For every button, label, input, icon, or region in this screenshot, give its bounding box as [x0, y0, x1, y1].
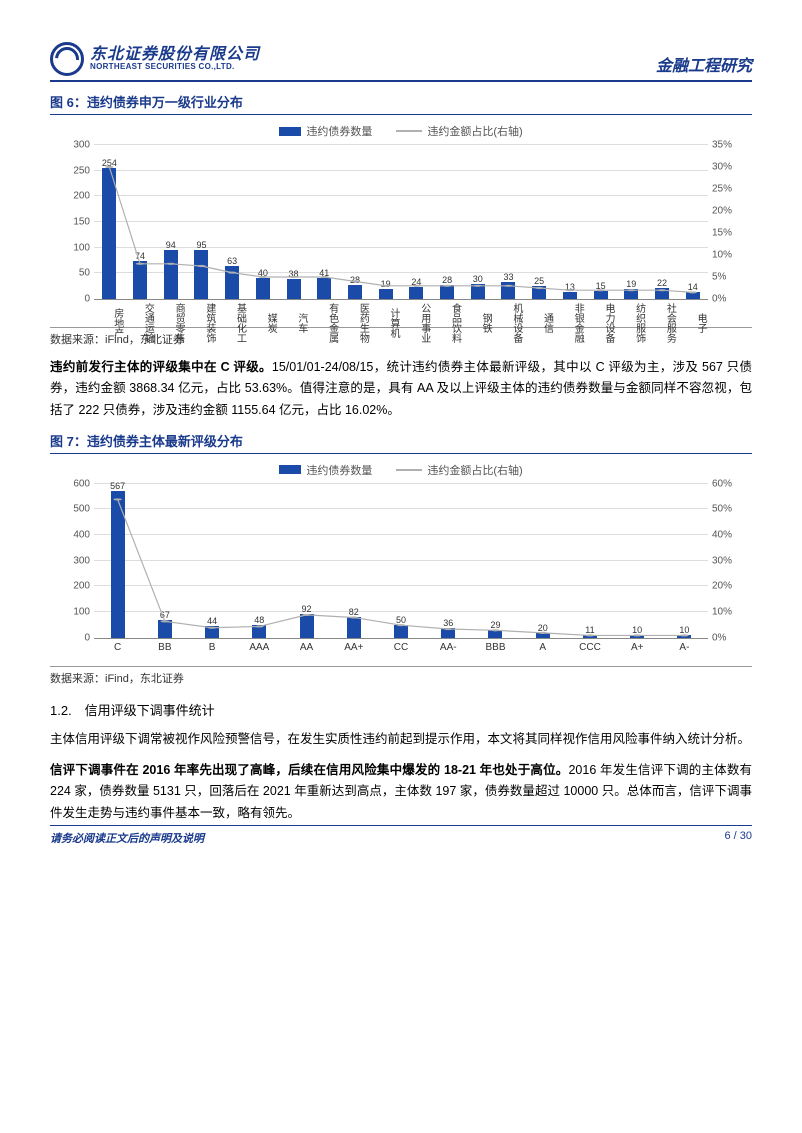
logo-cn-text: 东北证券股份有限公司	[90, 46, 260, 64]
footer-disclaimer: 请务必阅读正文后的声明及说明	[50, 830, 204, 846]
paragraph-3: 信评下调事件在 2016 年率先出现了高峰，后续在信用风险集中爆发的 18-21…	[50, 760, 752, 824]
figure-6-chart: 违约债券数量 违约金额占比(右轴) 0501001502002503000%5%…	[50, 123, 752, 323]
paragraph-1: 违约前发行主体的评级集中在 C 评级。15/01/01-24/08/15，统计违…	[50, 357, 752, 421]
logo: 东北证券股份有限公司 NORTHEAST SECURITIES CO.,LTD.	[50, 42, 260, 76]
legend-bar: 违约债券数量	[279, 123, 372, 139]
paragraph-2: 主体信用评级下调常被视作风险预警信号，在发生实质性违约前起到提示作用，本文将其同…	[50, 729, 752, 750]
legend-line: 违约金额占比(右轴)	[396, 123, 522, 139]
legend-line-7: 违约金额占比(右轴)	[396, 462, 522, 478]
figure-7-title: 图 7：违约债券主体最新评级分布	[50, 431, 752, 454]
legend-bar-7: 违约债券数量	[279, 462, 372, 478]
figure-7-source: 数据来源：iFind，东北证券	[50, 666, 752, 686]
figure-7-chart: 违约债券数量 违约金额占比(右轴) 01002003004005006000%1…	[50, 462, 752, 662]
page-header: 东北证券股份有限公司 NORTHEAST SECURITIES CO.,LTD.…	[50, 42, 752, 82]
figure-6-title: 图 6：违约债券申万一级行业分布	[50, 92, 752, 115]
report-category: 金融工程研究	[656, 52, 752, 76]
company-logo-icon	[50, 42, 84, 76]
page-footer: 请务必阅读正文后的声明及说明 6 / 30	[50, 825, 752, 846]
logo-en-text: NORTHEAST SECURITIES CO.,LTD.	[90, 63, 260, 72]
section-1-2-title: 1.2. 信用评级下调事件统计	[50, 700, 752, 719]
page-number: 6 / 30	[724, 830, 752, 846]
